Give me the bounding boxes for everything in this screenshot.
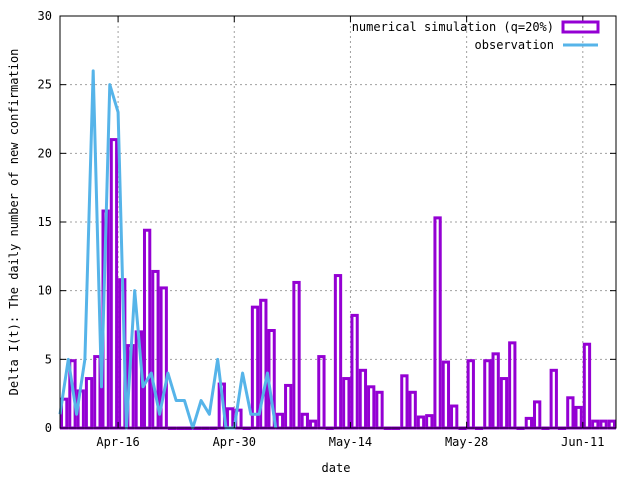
- bar: [441, 360, 451, 430]
- bar: [358, 368, 368, 430]
- bar: [607, 419, 616, 430]
- bar: [342, 377, 351, 430]
- bar: [225, 407, 235, 430]
- bar: [408, 390, 417, 430]
- bar: [250, 305, 260, 430]
- legend-swatch-bar: [561, 20, 600, 34]
- bar: [375, 390, 384, 430]
- bar: [142, 228, 152, 430]
- x-tick-label: Apr-16: [96, 435, 139, 449]
- y-tick-label: 5: [45, 352, 52, 366]
- bar: [499, 377, 509, 430]
- bar: [350, 313, 359, 430]
- bar: [333, 274, 343, 430]
- bar: [400, 374, 409, 430]
- bar: [433, 216, 442, 430]
- bar: [524, 416, 534, 430]
- y-tick-label: 30: [38, 9, 52, 23]
- bar: [109, 138, 119, 430]
- bar: [450, 404, 459, 430]
- line-series: [58, 69, 278, 430]
- y-axis-label: Delta I(t): The daily number of new conf…: [7, 49, 21, 396]
- bar: [300, 412, 309, 430]
- y-tick-label: 25: [38, 78, 52, 92]
- bar: [582, 342, 592, 430]
- bar: [599, 419, 608, 430]
- y-tick-label: 20: [38, 146, 52, 160]
- bar: [425, 414, 434, 430]
- bar: [566, 396, 575, 430]
- y-tick-label: 0: [45, 421, 52, 435]
- observation-line: [58, 69, 278, 430]
- bar: [93, 355, 102, 430]
- y-tick-label: 10: [38, 284, 52, 298]
- bar: [574, 405, 583, 430]
- bar: [367, 385, 376, 430]
- y-tick-label: 15: [38, 215, 52, 229]
- bar: [533, 400, 542, 430]
- bar: [275, 412, 285, 430]
- legend: numerical simulation (q=20%) observation: [352, 20, 600, 52]
- x-tick-label: Apr-30: [213, 435, 256, 449]
- legend-entry-label: numerical simulation (q=20%): [352, 20, 554, 34]
- bar: [591, 419, 600, 430]
- axis-ticks: 0 5 10 15 20 25 30 Apr-16 Apr-30 May-14 May-28 Jun-…: [38, 9, 616, 449]
- bar: [416, 415, 426, 430]
- legend-entry-label: observation: [475, 38, 554, 52]
- bar: [549, 368, 558, 430]
- bar: [308, 419, 318, 430]
- x-tick-label: Jun-11: [561, 435, 604, 449]
- bar: [317, 355, 326, 430]
- x-tick-label: May-14: [329, 435, 372, 449]
- bar: [284, 383, 293, 430]
- bar: [84, 377, 94, 430]
- x-tick-label: May-28: [445, 435, 488, 449]
- bar: [483, 359, 492, 430]
- bar: [466, 359, 475, 430]
- x-axis-label: date: [322, 461, 351, 475]
- bar: [292, 280, 301, 430]
- bar: [491, 352, 500, 430]
- bar: [508, 341, 517, 430]
